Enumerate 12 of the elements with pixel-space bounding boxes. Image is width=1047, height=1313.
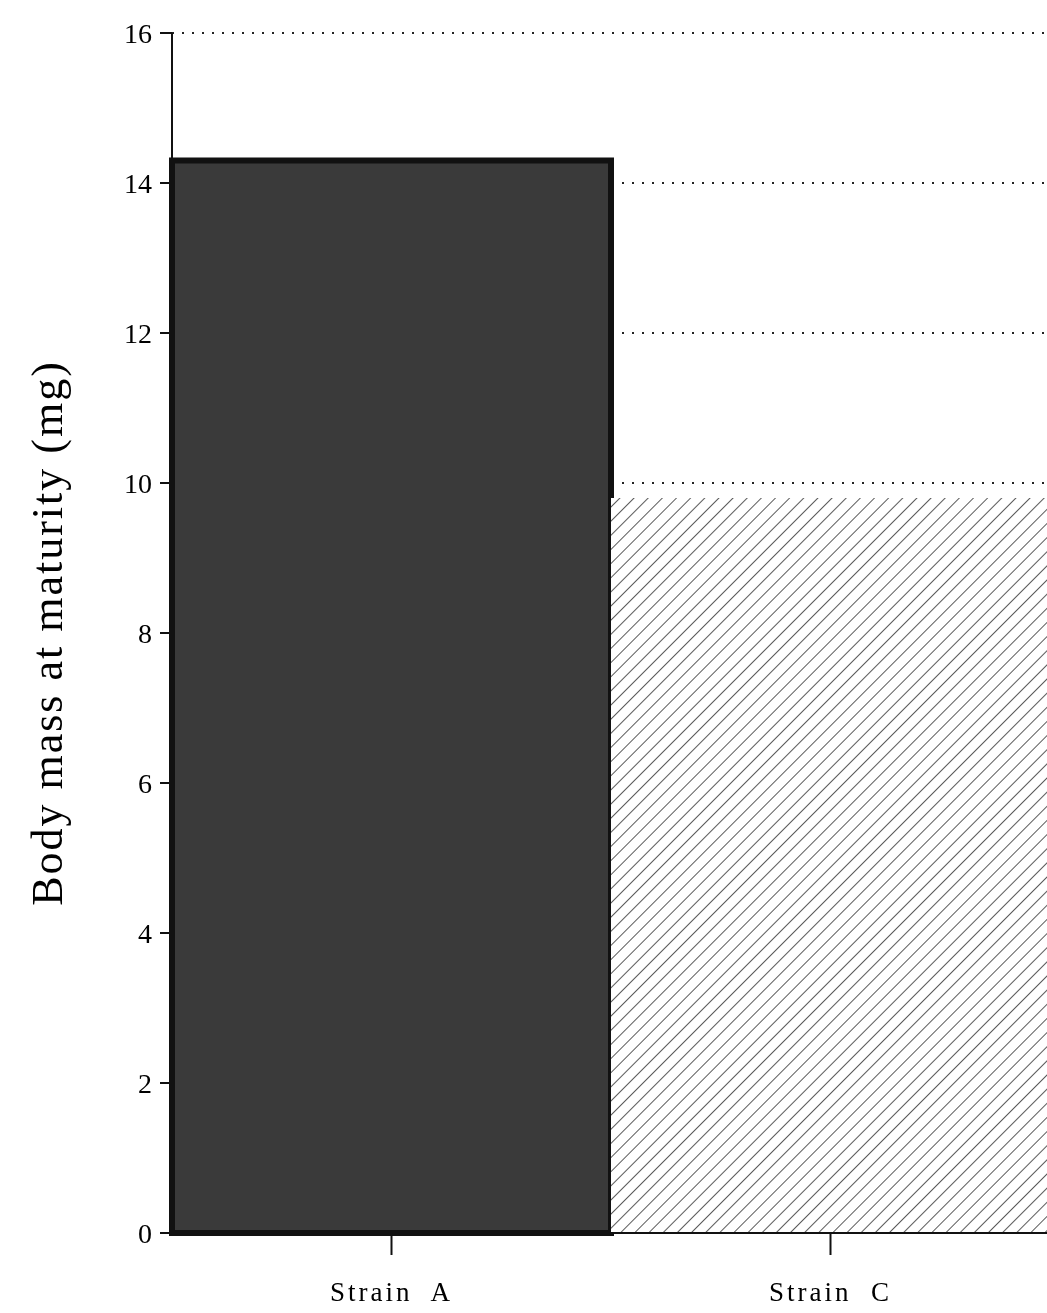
y-tick-label: 14 <box>124 167 152 199</box>
y-tick-label: 10 <box>124 467 152 499</box>
y-tick-label: 16 <box>124 17 152 49</box>
x-tick-label: Strain C <box>768 1277 893 1307</box>
y-tick-label: 2 <box>138 1067 152 1099</box>
y-tick-label: 6 <box>138 767 152 799</box>
y-tick-label: 12 <box>124 317 152 349</box>
y-tick-label: 0 <box>138 1217 152 1249</box>
y-tick-label: 4 <box>138 917 152 949</box>
x-tick-label: Strain A <box>329 1277 454 1307</box>
y-tick-label: 8 <box>138 617 152 649</box>
y-axis-title: Body mass at maturity (mg) <box>23 360 72 906</box>
